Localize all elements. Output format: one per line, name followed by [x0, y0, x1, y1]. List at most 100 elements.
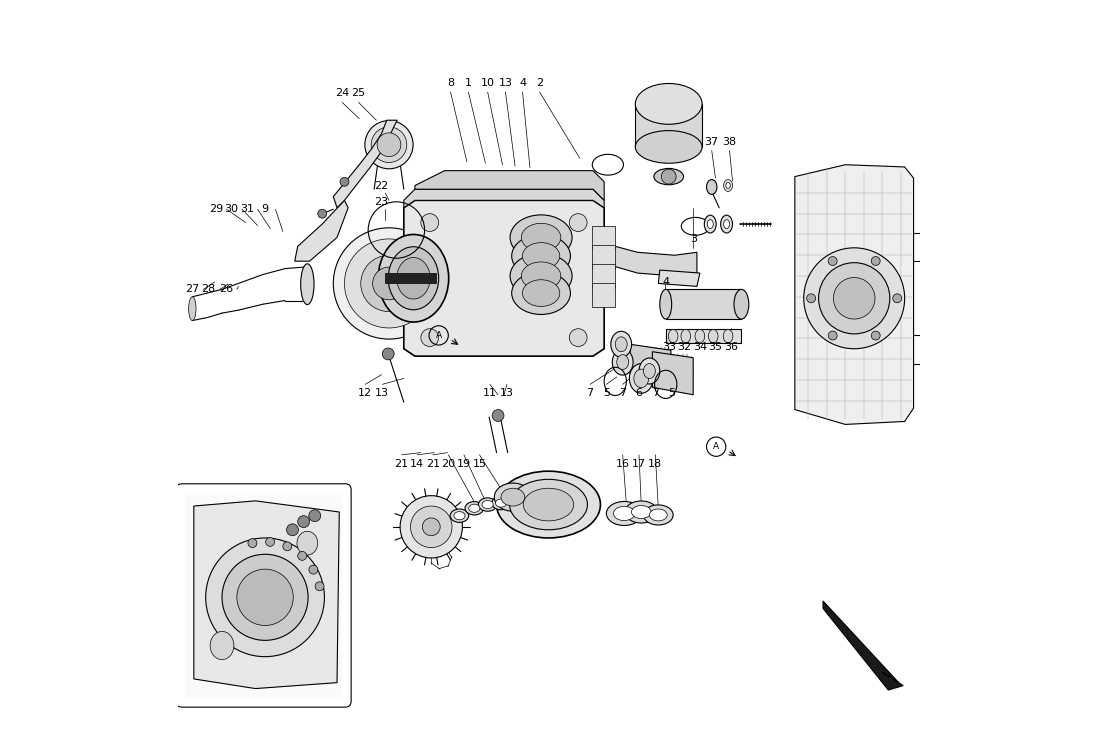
Ellipse shape [630, 364, 653, 393]
Ellipse shape [726, 183, 731, 188]
Circle shape [340, 177, 349, 186]
Polygon shape [795, 165, 914, 424]
Text: 34: 34 [693, 341, 708, 352]
Polygon shape [295, 200, 348, 261]
Text: 4: 4 [519, 78, 527, 88]
Ellipse shape [632, 505, 651, 519]
Circle shape [318, 209, 327, 218]
Ellipse shape [397, 257, 430, 299]
Ellipse shape [625, 501, 657, 523]
Text: 32: 32 [677, 341, 691, 352]
Circle shape [248, 539, 257, 548]
Ellipse shape [721, 215, 733, 233]
Text: 7: 7 [619, 388, 626, 398]
Ellipse shape [297, 531, 318, 555]
Text: 33: 33 [661, 341, 676, 352]
Ellipse shape [522, 280, 559, 306]
Polygon shape [630, 344, 671, 387]
Ellipse shape [450, 509, 468, 522]
Ellipse shape [378, 234, 449, 322]
Circle shape [804, 248, 905, 349]
Text: 21: 21 [426, 459, 440, 469]
Ellipse shape [612, 349, 633, 375]
Text: 36: 36 [724, 341, 738, 352]
Ellipse shape [654, 168, 683, 185]
Ellipse shape [189, 297, 196, 321]
Bar [185, 493, 342, 698]
Text: 2: 2 [536, 78, 543, 88]
Text: 24: 24 [335, 88, 349, 99]
Text: 26: 26 [218, 284, 233, 295]
Ellipse shape [371, 127, 407, 162]
Ellipse shape [635, 131, 702, 163]
Ellipse shape [734, 289, 749, 319]
Text: 19: 19 [456, 459, 471, 469]
Circle shape [893, 294, 902, 303]
Text: 9: 9 [261, 204, 269, 214]
Circle shape [382, 348, 394, 360]
Ellipse shape [496, 499, 507, 508]
Polygon shape [666, 329, 742, 343]
Polygon shape [653, 352, 693, 395]
Circle shape [569, 214, 587, 232]
Ellipse shape [724, 180, 733, 191]
Circle shape [361, 255, 417, 312]
Ellipse shape [723, 329, 733, 343]
Ellipse shape [365, 120, 414, 169]
Text: 17: 17 [632, 459, 646, 469]
Circle shape [344, 239, 433, 328]
Text: 12: 12 [358, 388, 372, 398]
Text: 8: 8 [446, 78, 454, 88]
Text: 11: 11 [483, 388, 497, 398]
Ellipse shape [708, 220, 713, 229]
Ellipse shape [704, 215, 716, 233]
Circle shape [421, 329, 439, 347]
Text: 13: 13 [498, 78, 512, 88]
Text: 13: 13 [500, 388, 514, 398]
Ellipse shape [478, 498, 497, 511]
Ellipse shape [511, 272, 570, 315]
Polygon shape [666, 289, 742, 319]
Polygon shape [591, 226, 615, 249]
Text: 6: 6 [635, 388, 643, 398]
Circle shape [283, 542, 292, 551]
Ellipse shape [511, 234, 570, 278]
Text: 22: 22 [374, 180, 388, 191]
Ellipse shape [301, 264, 314, 305]
Ellipse shape [724, 220, 730, 229]
Ellipse shape [522, 243, 559, 269]
Ellipse shape [635, 84, 702, 125]
Circle shape [661, 169, 676, 184]
Circle shape [818, 263, 890, 334]
Text: 16: 16 [615, 459, 630, 469]
Ellipse shape [510, 254, 573, 298]
Ellipse shape [611, 331, 632, 358]
Ellipse shape [695, 329, 704, 343]
Text: 14: 14 [410, 459, 425, 469]
Circle shape [834, 278, 875, 319]
Ellipse shape [640, 358, 659, 384]
Ellipse shape [454, 512, 465, 519]
Ellipse shape [468, 505, 479, 512]
Circle shape [422, 518, 440, 536]
Text: 29: 29 [208, 204, 223, 214]
Circle shape [206, 538, 325, 657]
Ellipse shape [510, 215, 573, 260]
Text: 13: 13 [375, 388, 389, 398]
Circle shape [286, 524, 298, 536]
Polygon shape [404, 189, 604, 208]
Ellipse shape [644, 505, 674, 525]
Circle shape [315, 582, 324, 591]
Circle shape [333, 228, 444, 339]
Text: 5: 5 [603, 388, 610, 398]
Circle shape [265, 537, 274, 546]
Text: 10: 10 [480, 78, 495, 88]
Ellipse shape [924, 359, 930, 368]
Ellipse shape [523, 488, 574, 521]
Ellipse shape [617, 355, 629, 370]
Ellipse shape [668, 329, 678, 343]
Circle shape [421, 214, 439, 232]
Ellipse shape [482, 501, 494, 509]
Polygon shape [194, 501, 339, 689]
Ellipse shape [924, 257, 930, 266]
